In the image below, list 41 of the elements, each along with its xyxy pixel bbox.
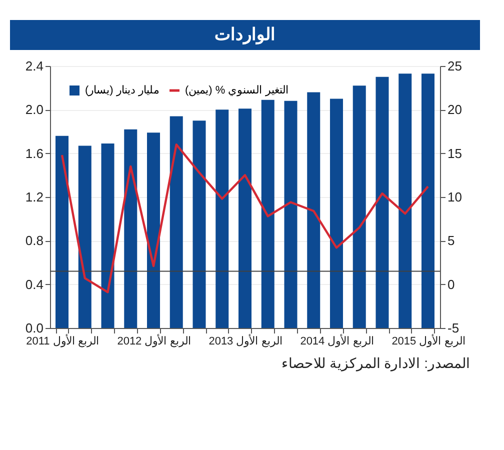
bar: [216, 110, 229, 328]
y2-tick-label: 0: [448, 276, 455, 292]
y2-tick-label: -5: [448, 320, 460, 336]
bar: [307, 92, 320, 328]
bar: [376, 76, 389, 328]
bar: [124, 129, 138, 328]
bar: [284, 100, 298, 328]
y-tick-label: 1.6: [25, 146, 44, 161]
bar: [56, 136, 69, 328]
x-tick-label: الربع الأول 2011: [26, 334, 99, 348]
legend-label: التغير السنوي % (يمين): [185, 84, 288, 96]
chart-title: الواردات: [214, 25, 276, 45]
text: المصدر: الادارة المركزية للاحصاء: [281, 355, 470, 372]
bar: [398, 74, 412, 328]
x-tick-label: الربع الأول 2012: [117, 334, 191, 348]
bar: [147, 132, 160, 328]
bar: [421, 74, 434, 328]
bar: [261, 100, 274, 328]
x-tick-label: الربع الأول 2015: [392, 334, 466, 348]
y-tick-label: 0.8: [25, 233, 44, 248]
y2-tick-label: 25: [448, 58, 462, 74]
y-tick-label: 2.4: [25, 58, 44, 74]
bar: [78, 146, 92, 328]
y-tick-label: 1.2: [25, 190, 44, 204]
legend-label: مليار دينار (يسار): [85, 84, 160, 96]
y-tick-label: 0.0: [25, 320, 44, 336]
y-tick-label: 2.0: [25, 102, 44, 118]
y-tick-label: 0.4: [25, 276, 44, 292]
bar: [352, 86, 366, 328]
bar: [238, 108, 252, 328]
line-series: [60, 144, 430, 294]
bar: [101, 144, 114, 328]
y2-tick-label: 10: [448, 190, 462, 204]
x-tick-label: الربع الأول 2013: [208, 334, 282, 348]
bar: [170, 116, 183, 328]
y2-tick-label: 20: [448, 102, 462, 118]
y2-tick-label: 5: [448, 233, 455, 248]
x-tick-label: الربع الأول 2014: [300, 334, 374, 348]
y2-tick-label: 15: [448, 146, 462, 161]
bar: [192, 120, 206, 328]
bar: [330, 98, 343, 328]
